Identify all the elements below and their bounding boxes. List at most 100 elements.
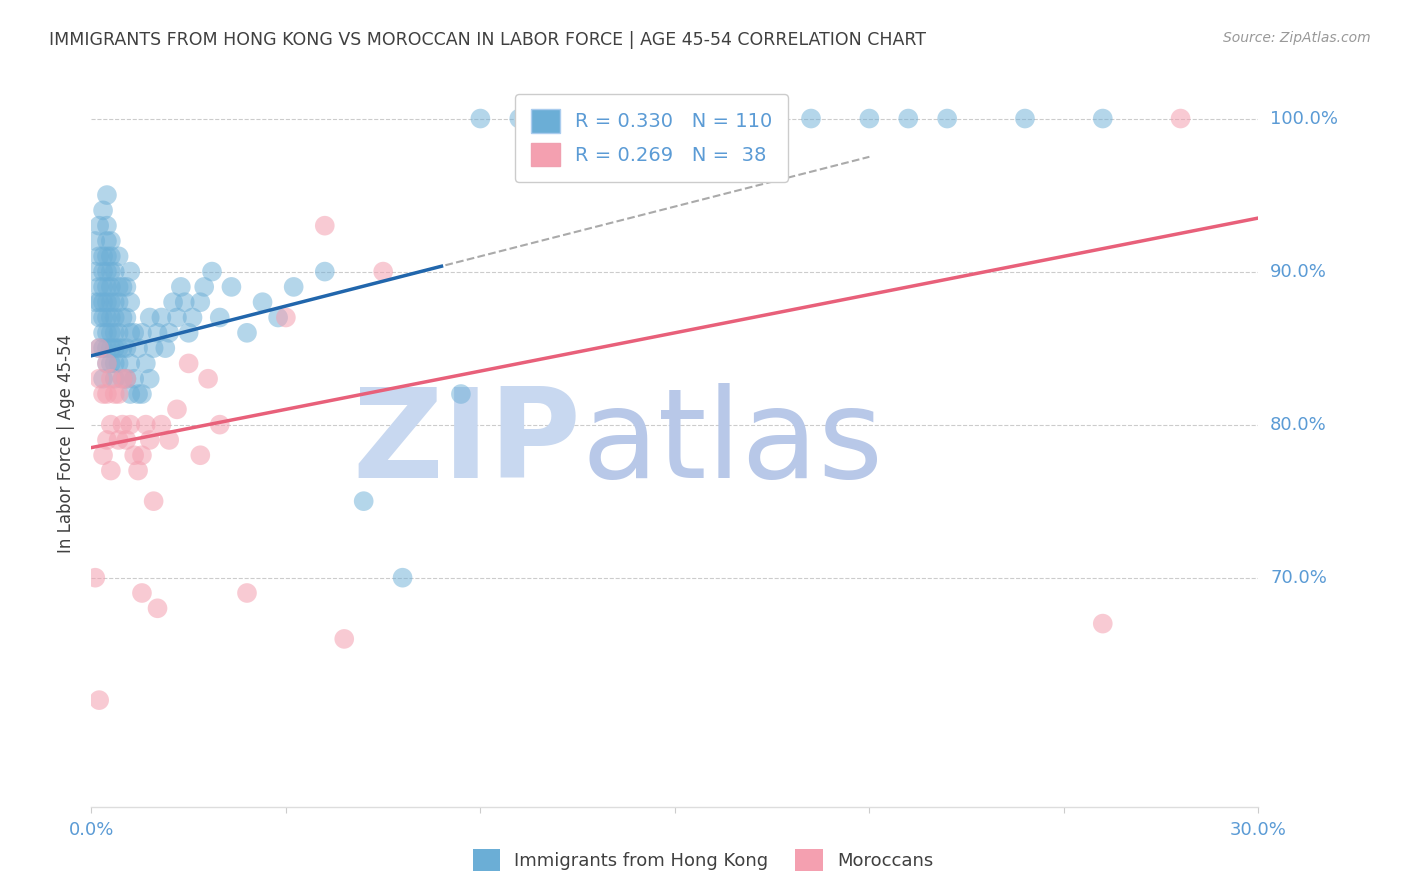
Point: [936, 112, 959, 126]
Point: [115, 433, 138, 447]
Text: Source: ZipAtlas.com: Source: ZipAtlas.com: [1223, 31, 1371, 45]
Text: 80.0%: 80.0%: [1270, 416, 1327, 434]
Point: [91, 341, 114, 355]
Point: [170, 280, 193, 294]
Point: [89, 219, 111, 233]
Point: [89, 295, 111, 310]
Point: [135, 417, 157, 432]
Point: [314, 219, 336, 233]
Point: [104, 326, 127, 340]
Point: [120, 326, 142, 340]
Point: [100, 464, 122, 478]
Point: [201, 264, 224, 278]
Point: [115, 372, 138, 386]
Point: [107, 433, 129, 447]
Point: [104, 341, 127, 355]
Point: [107, 341, 129, 355]
Point: [150, 417, 173, 432]
Point: [89, 372, 111, 386]
Point: [166, 310, 188, 325]
Point: [146, 601, 169, 615]
Point: [91, 280, 114, 294]
Point: [91, 249, 114, 263]
Point: [131, 326, 153, 340]
Point: [107, 326, 129, 340]
Point: [208, 417, 231, 432]
Point: [96, 433, 118, 447]
Point: [96, 280, 118, 294]
Point: [89, 280, 111, 294]
Text: IMMIGRANTS FROM HONG KONG VS MOROCCAN IN LABOR FORCE | AGE 45-54 CORRELATION CHA: IMMIGRANTS FROM HONG KONG VS MOROCCAN IN…: [49, 31, 927, 49]
Point: [120, 387, 142, 401]
Point: [96, 387, 118, 401]
Point: [100, 326, 122, 340]
Point: [91, 310, 114, 325]
Point: [470, 112, 492, 126]
Point: [111, 280, 134, 294]
Point: [162, 295, 184, 310]
Point: [96, 356, 118, 370]
Point: [897, 112, 920, 126]
Point: [1014, 112, 1036, 126]
Point: [166, 402, 188, 417]
Y-axis label: In Labor Force | Age 45-54: In Labor Force | Age 45-54: [58, 334, 76, 553]
Point: [188, 448, 211, 462]
Point: [197, 372, 219, 386]
Text: 70.0%: 70.0%: [1270, 569, 1327, 587]
Point: [547, 112, 569, 126]
Point: [122, 372, 145, 386]
Point: [111, 310, 134, 325]
Text: 100.0%: 100.0%: [1270, 110, 1339, 128]
Point: [115, 341, 138, 355]
Point: [96, 234, 118, 248]
Point: [664, 112, 686, 126]
Point: [84, 295, 107, 310]
Point: [181, 310, 204, 325]
Point: [96, 310, 118, 325]
Point: [111, 341, 134, 355]
Point: [173, 295, 195, 310]
Point: [91, 264, 114, 278]
Point: [96, 295, 118, 310]
Point: [107, 295, 129, 310]
Point: [723, 112, 745, 126]
Point: [100, 234, 122, 248]
Point: [91, 326, 114, 340]
Point: [122, 448, 145, 462]
Point: [283, 280, 305, 294]
Point: [131, 448, 153, 462]
Point: [91, 372, 114, 386]
Point: [120, 356, 142, 370]
Point: [391, 571, 413, 585]
Point: [91, 203, 114, 218]
Point: [111, 417, 134, 432]
Point: [100, 280, 122, 294]
Point: [120, 264, 142, 278]
Point: [104, 264, 127, 278]
Point: [104, 310, 127, 325]
Legend: Immigrants from Hong Kong, Moroccans: Immigrants from Hong Kong, Moroccans: [465, 842, 941, 879]
Point: [96, 356, 118, 370]
Point: [84, 571, 107, 585]
Point: [84, 234, 107, 248]
Point: [89, 693, 111, 707]
Point: [107, 356, 129, 370]
Point: [188, 295, 211, 310]
Point: [104, 356, 127, 370]
Point: [96, 264, 118, 278]
Point: [107, 249, 129, 263]
Point: [157, 433, 180, 447]
Point: [96, 249, 118, 263]
Point: [177, 356, 200, 370]
Point: [1091, 112, 1114, 126]
Point: [96, 188, 118, 202]
Point: [508, 112, 530, 126]
Point: [157, 326, 180, 340]
Point: [104, 295, 127, 310]
Point: [89, 341, 111, 355]
Point: [761, 112, 783, 126]
Point: [353, 494, 375, 508]
Text: atlas: atlas: [582, 384, 883, 504]
Point: [142, 341, 165, 355]
Point: [104, 387, 127, 401]
